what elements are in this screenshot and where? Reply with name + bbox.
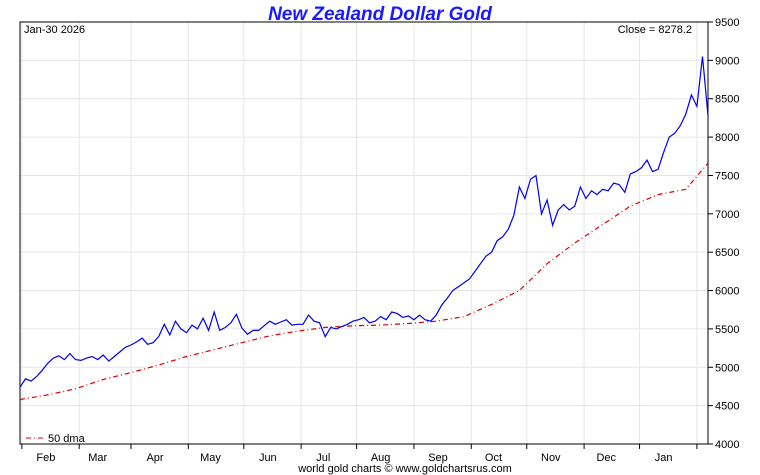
y-axis: 4000 4500 5000 5500 6000 6500 7000 7500 8000 8500… [708, 17, 739, 451]
x-tick-label: May [200, 452, 221, 464]
y-tick-label: 4000 [715, 439, 739, 451]
x-tick-label: Feb [36, 452, 55, 464]
x-tick-label: Oct [485, 452, 502, 464]
y-tick-label: 5000 [715, 362, 739, 374]
legend-label: 50 dma [48, 433, 86, 445]
x-tick-label: Jul [316, 452, 330, 464]
y-tick-label: 7500 [715, 170, 739, 182]
y-tick-label: 9000 [715, 55, 739, 67]
date-label: Jan-30 2026 [24, 24, 85, 36]
chart-title: New Zealand Dollar Gold [268, 4, 492, 25]
x-tick-label: Dec [596, 452, 616, 464]
x-tick-label: Nov [541, 452, 561, 464]
x-tick-label: Aug [371, 452, 391, 464]
y-tick-label: 8500 [715, 94, 739, 106]
footer-credit: world gold charts © www.goldchartsrus.co… [297, 463, 512, 475]
y-tick-label: 5500 [715, 324, 739, 336]
y-tick-label: 6000 [715, 286, 739, 298]
x-tick-label: Mar [88, 452, 107, 464]
price-line [19, 56, 709, 388]
x-tick-label: Jun [259, 452, 277, 464]
x-tick-label: Sep [428, 452, 448, 464]
series-group [19, 56, 709, 401]
dma-line [19, 162, 709, 401]
grid [20, 21, 708, 445]
y-tick-label: 6500 [715, 247, 739, 259]
y-tick-label: 4500 [715, 401, 739, 413]
y-tick-label: 8000 [715, 132, 739, 144]
close-label: Close = 8278.2 [618, 24, 692, 36]
x-axis: Feb Mar Apr May Jun Jul Aug Sep Oct Nov Dec Jan [21, 444, 698, 464]
plot-frame [19, 21, 709, 445]
x-tick-label: Jan [655, 452, 673, 464]
x-tick-label: Apr [146, 452, 163, 464]
y-tick-label: 7000 [715, 209, 739, 221]
y-tick-label: 9500 [715, 17, 739, 29]
